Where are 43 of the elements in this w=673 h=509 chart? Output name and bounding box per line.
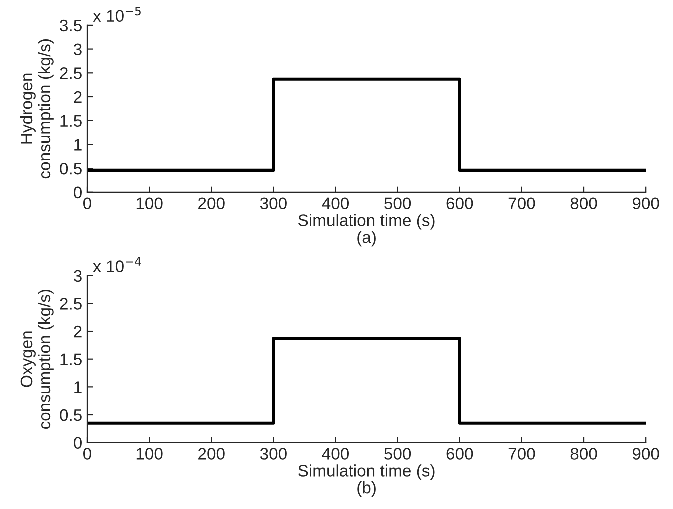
y-axis-title: Oxygen consumption (kg/s) xyxy=(20,290,54,430)
y-tick-label: 1.5 xyxy=(60,354,82,366)
x-tick-label: 700 xyxy=(508,448,536,460)
y-tick-label: 2 xyxy=(74,91,82,104)
x-tick-label: 600 xyxy=(446,198,474,210)
x-tick-label: 400 xyxy=(322,448,350,460)
y-tick-label: 0.5 xyxy=(60,162,82,175)
y-tick-label: 0 xyxy=(74,186,82,199)
x-tick-label: 700 xyxy=(508,198,536,210)
y-tick-label: 3 xyxy=(74,44,82,56)
y-tick-label: 2 xyxy=(74,326,82,338)
y-tick-label: 3 xyxy=(74,270,82,282)
x-tick-label: 900 xyxy=(632,198,660,210)
x-axis-title: Simulation time (s) xyxy=(298,214,435,230)
y-tick-label: 2.5 xyxy=(60,298,82,310)
x-tick-label: 0 xyxy=(84,198,92,210)
x-tick-label: 0 xyxy=(84,448,92,460)
text: x 10$^{−4}$ xyxy=(93,257,142,272)
y-tick-label: 1 xyxy=(74,139,82,151)
text: (a) xyxy=(358,231,376,247)
y-tick-label: 0.5 xyxy=(60,409,82,422)
x-tick-label: 300 xyxy=(260,198,287,210)
y-tick-label: 3.5 xyxy=(60,20,82,32)
x-tick-label: 900 xyxy=(632,448,660,460)
x-tick-label: 800 xyxy=(570,198,598,210)
x-tick-label: 100 xyxy=(136,198,163,210)
text: x 10$^{−5}$ xyxy=(93,6,141,22)
x-axis-title: Simulation time (s) xyxy=(298,464,435,480)
x-tick-label: 600 xyxy=(446,448,474,460)
x-tick-label: 800 xyxy=(570,448,598,460)
x-tick-label: 500 xyxy=(384,198,412,210)
x-tick-label: 200 xyxy=(198,198,225,210)
x-tick-label: 400 xyxy=(322,198,350,210)
y-axis-title: Hydrogen consumption (kg/s) xyxy=(20,40,54,179)
x-tick-label: 200 xyxy=(198,448,225,460)
x-tick-label: 500 xyxy=(384,448,412,460)
x-tick-label: 100 xyxy=(136,448,163,460)
text: (b) xyxy=(358,482,376,498)
y-tick-label: 0 xyxy=(74,437,82,450)
y-tick-label: 2.5 xyxy=(60,68,82,80)
y-tick-label: 1 xyxy=(74,382,82,394)
x-tick-label: 300 xyxy=(260,448,287,460)
y-tick-label: 1.5 xyxy=(60,115,82,128)
